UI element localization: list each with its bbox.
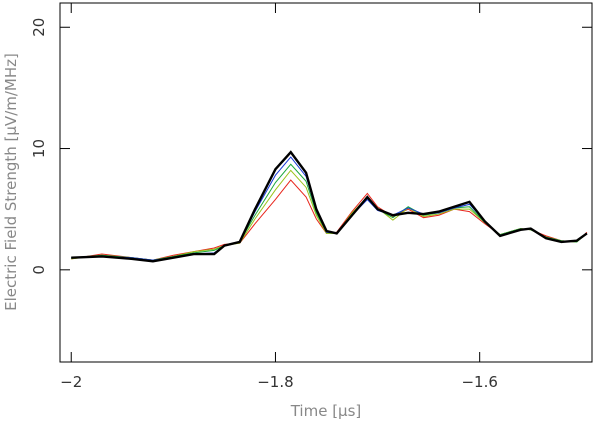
y-tick-label: 10 bbox=[30, 139, 48, 158]
x-tick-label: −1.6 bbox=[461, 373, 497, 391]
series-line bbox=[71, 179, 588, 261]
y-tick-label: 0 bbox=[30, 265, 48, 275]
series-line bbox=[71, 156, 588, 261]
series-line bbox=[71, 150, 588, 263]
series-line bbox=[71, 169, 588, 261]
x-axis-label: Time [μs] bbox=[290, 402, 362, 420]
y-tick-label: 20 bbox=[30, 18, 48, 37]
y-axis-label: Electric Field Strength [μV/m/MHz] bbox=[2, 53, 20, 311]
x-tick-label: −1.8 bbox=[257, 373, 293, 391]
plot-frame bbox=[59, 2, 593, 363]
x-tick-label: −2 bbox=[60, 373, 82, 391]
series-line bbox=[71, 163, 588, 261]
